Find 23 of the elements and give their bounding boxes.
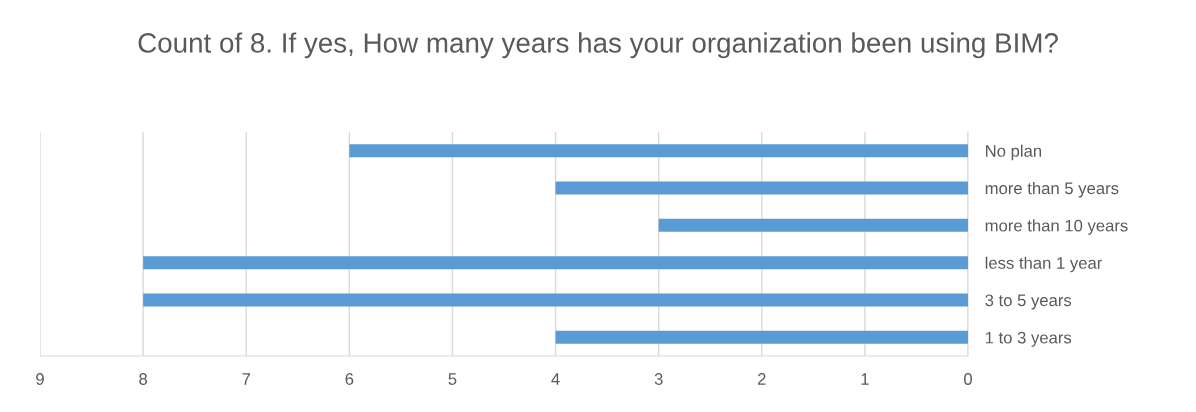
y-tick-label: more than 10 years xyxy=(985,219,1128,235)
x-tick-label: 5 xyxy=(448,373,457,385)
y-tick-label: No plan xyxy=(986,144,1042,161)
y-tick-label: 1 to 3 years xyxy=(985,331,1072,347)
x-tick-label: 8 xyxy=(139,373,148,385)
x-tick-label: 7 xyxy=(242,373,251,385)
bar xyxy=(658,218,968,232)
x-tick-label: 9 xyxy=(36,373,44,385)
y-tick-label: less than 1 year xyxy=(985,256,1103,273)
bar xyxy=(555,181,968,195)
x-tick-label: 1 xyxy=(861,373,869,385)
bar xyxy=(143,256,968,270)
y-tick-label: 3 to 5 years xyxy=(985,294,1072,310)
x-tick-label: 4 xyxy=(551,373,560,385)
x-tick-label: 3 xyxy=(654,373,663,385)
y-tick-label: more than 5 years xyxy=(985,181,1119,198)
x-tick-label: 6 xyxy=(345,373,354,385)
bar xyxy=(555,330,968,344)
x-tick-label: 2 xyxy=(757,373,766,385)
bar xyxy=(349,144,968,158)
chart-title: Count of 8. If yes, How many years has your organization been using BIM? xyxy=(138,32,1058,59)
bar xyxy=(143,293,968,307)
x-tick-label: 0 xyxy=(964,373,972,385)
